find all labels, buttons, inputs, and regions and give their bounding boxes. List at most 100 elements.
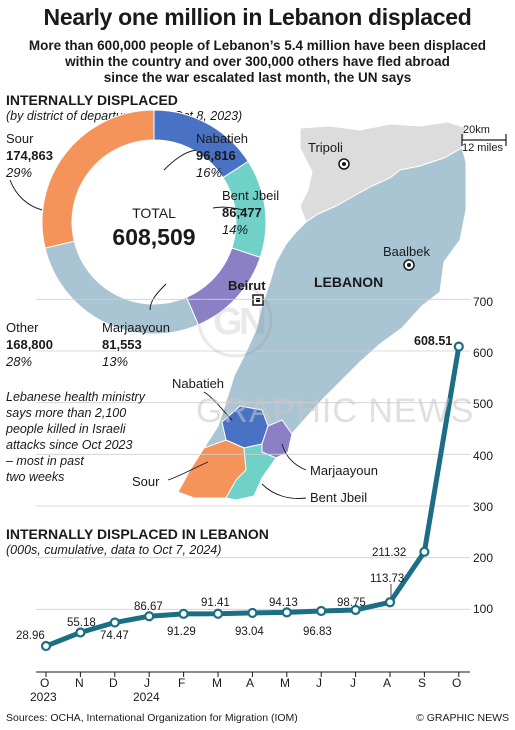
data-point-nov-2023 xyxy=(75,627,86,638)
month-label-jan-2024: J xyxy=(144,676,150,690)
donut-chart xyxy=(41,109,267,335)
svg-text:N: N xyxy=(239,301,266,343)
donut-leader-sour xyxy=(9,179,43,211)
beirut-marker xyxy=(252,294,264,306)
map-label-marjaayoun: Marjaayoun xyxy=(310,463,378,478)
data-point-mar-2024 xyxy=(212,608,224,619)
casualty-note: Lebanese health ministry says more than … xyxy=(6,389,145,485)
data-point-may-2024 xyxy=(281,607,292,618)
value-label-mar-2024: 91.41 xyxy=(201,597,230,609)
donut-heading: INTERNALLY DISPLACED xyxy=(6,92,178,108)
slice-pct-other: 28% xyxy=(6,354,33,369)
place-lebanon: LEBANON xyxy=(314,274,384,290)
value-label-feb-2024: 91.29 xyxy=(167,626,196,638)
slice-pct-marjaayoun: 13% xyxy=(102,354,129,369)
svg-text:G: G xyxy=(213,301,243,343)
month-label-oct-2024: O xyxy=(452,676,462,690)
month-label-nov-2023: N xyxy=(75,676,84,690)
casualty-note-line-3: people killed in Israeli xyxy=(6,422,126,436)
y-tick-200: 200 xyxy=(473,551,494,565)
scale-miles-label: 12 miles xyxy=(462,142,503,154)
month-label-may-2024: M xyxy=(280,676,290,690)
slice-name-other: Other xyxy=(6,320,39,335)
data-point-jul-2024 xyxy=(350,604,361,616)
month-label-oct-2023: O xyxy=(40,676,50,690)
subtitle-line-3: since the war escalated last month, the … xyxy=(103,70,412,85)
leader-sour xyxy=(167,461,209,481)
year-label-2023: 2023 xyxy=(30,690,57,704)
page-title: Nearly one million in Lebanon displaced xyxy=(43,4,472,30)
map-label-sour: Sour xyxy=(132,474,160,489)
value-label-oct-2024: 608.51 xyxy=(414,334,453,348)
baalbek-marker xyxy=(403,259,415,271)
donut-total-label: TOTAL xyxy=(132,205,176,221)
data-point-dec-2023 xyxy=(109,617,120,628)
y-tick-400: 400 xyxy=(473,449,494,463)
y-tick-500: 500 xyxy=(473,397,494,411)
subtitle-line-2: within the country and over 300,000 othe… xyxy=(65,54,450,69)
month-label-dec-2023: D xyxy=(109,676,118,690)
map-label-bentjbeil: Bent Jbeil xyxy=(310,490,368,505)
footer-credit: © GRAPHIC NEWS xyxy=(416,712,509,724)
watermark-logo: G N xyxy=(197,282,273,358)
place-beirut: Beirut xyxy=(228,278,266,293)
data-point-oct-2024 xyxy=(453,341,464,352)
donut-leader-nabatieh xyxy=(163,149,197,171)
month-label-jul-2024: J xyxy=(350,676,356,690)
data-point-sep-2024 xyxy=(419,546,430,557)
casualty-note-line-1: Lebanese health ministry xyxy=(6,390,145,404)
month-label-feb-2024: F xyxy=(178,676,186,690)
slice-name-bentjbeil: Bent Jbeil xyxy=(222,188,280,203)
value-label-jun-2024: 96.83 xyxy=(303,626,332,638)
data-point-jan-2024 xyxy=(144,611,155,622)
casualty-note-line-6: two weeks xyxy=(6,470,65,484)
lebanon-map xyxy=(167,121,507,501)
place-tripoli: Tripoli xyxy=(308,140,343,155)
value-label-may-2024: 94.13 xyxy=(269,597,298,609)
y-tick-600: 600 xyxy=(473,346,494,360)
scale-km-label: 20km xyxy=(463,124,490,136)
slice-pct-sour: 29% xyxy=(6,165,33,180)
watermark-text: GRAPHIC NEWS xyxy=(196,392,475,430)
slice-name-nabatieh: Nabatieh xyxy=(196,131,249,146)
slice-value-marjaayoun: 81,553 xyxy=(102,337,142,352)
value-label-sep-2024: 211.32 xyxy=(372,547,407,559)
map-district-bentjbeil xyxy=(225,443,277,501)
donut-leader-bentjbeil xyxy=(212,206,245,211)
map-label-nabatieh: Nabatieh xyxy=(172,376,225,391)
donut-leader-marjaayoun xyxy=(149,283,167,311)
month-label-sep-2024: S xyxy=(418,676,427,690)
data-point-feb-2024 xyxy=(178,608,189,619)
slice-value-other: 168,800 xyxy=(6,337,53,352)
value-label-apr-2024: 93.04 xyxy=(235,626,264,638)
value-label-jul-2024: 98.75 xyxy=(337,597,366,609)
tripoli-marker xyxy=(338,158,350,170)
leader-nabatieh xyxy=(203,391,233,421)
slice-value-bentjbeil: 86,477 xyxy=(222,205,262,220)
footer-sources: Sources: OCHA, International Organizatio… xyxy=(6,712,298,724)
data-point-jun-2024 xyxy=(316,605,327,617)
casualty-note-line-2: says more than 2,100 xyxy=(6,406,127,420)
data-point-aug-2024 xyxy=(384,597,396,608)
donut-slice-sour xyxy=(41,109,155,249)
subtitle-line-1: More than 600,000 people of Lebanon’s 5.… xyxy=(28,38,487,53)
line-note: (000s, cumulative, data to Oct 7, 2024) xyxy=(6,543,222,557)
slice-pct-bentjbeil: 14% xyxy=(222,222,249,237)
casualty-note-line-4: attacks since Oct 2023 xyxy=(6,438,133,452)
value-label-jan-2024: 86.67 xyxy=(134,601,163,613)
slice-name-sour: Sour xyxy=(6,131,34,146)
value-label-dec-2023: 74.47 xyxy=(100,630,129,642)
year-label-2024: 2024 xyxy=(133,690,160,704)
month-label-apr-2024: A xyxy=(246,676,255,690)
value-label-oct-2023: 28.96 xyxy=(16,630,45,642)
y-tick-300: 300 xyxy=(473,500,494,514)
month-label-aug-2024: A xyxy=(383,676,392,690)
value-label-nov-2023: 55.18 xyxy=(67,617,96,629)
slice-pct-nabatieh: 16% xyxy=(196,165,223,180)
y-tick-700: 700 xyxy=(473,295,494,309)
casualty-note-line-5: – most in past xyxy=(6,454,84,468)
slice-value-sour: 174,863 xyxy=(6,148,53,163)
donut-total-value: 608,509 xyxy=(112,224,196,250)
month-label-mar-2024: M xyxy=(212,676,222,690)
